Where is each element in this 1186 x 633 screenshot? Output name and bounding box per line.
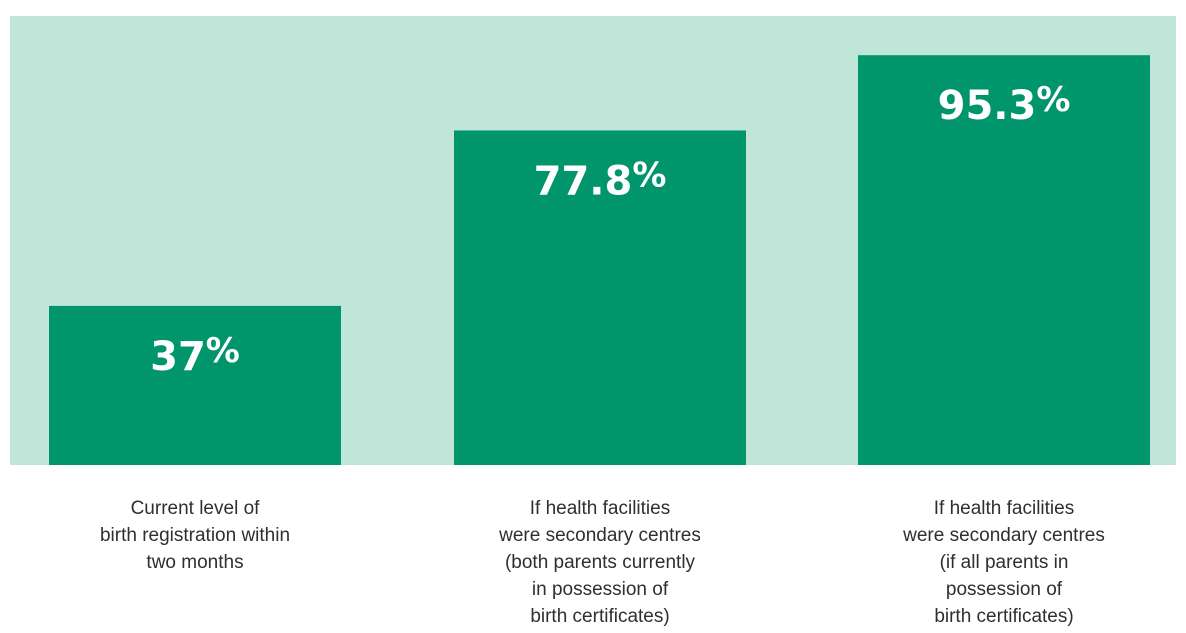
bar-value-percent-3: % — [1036, 80, 1070, 120]
category-label-3: If health facilities were secondary centr… — [902, 498, 1105, 627]
category-label-line: If health facilities — [934, 498, 1074, 519]
category-label-line: were secondary centres — [902, 525, 1105, 546]
category-label-line: in possession of — [532, 579, 669, 600]
category-label-line: two months — [146, 552, 243, 573]
bar-2 — [454, 130, 746, 465]
category-label-line: (if all parents in — [940, 552, 1069, 573]
bar-3 — [858, 55, 1150, 466]
category-labels-group: Current level of birth registration withi… — [100, 498, 1105, 627]
category-label-line: If health facilities — [530, 498, 670, 519]
bar-value-percent-1: % — [206, 331, 240, 371]
category-label-line: possession of — [946, 579, 1063, 600]
bar-value-label-1: 37% — [150, 331, 240, 380]
bar-value-percent-2: % — [632, 155, 666, 195]
bar-value-label-2: 77.8% — [534, 155, 667, 204]
category-label-1: Current level of birth registration withi… — [100, 498, 290, 573]
category-label-line: birth registration within — [100, 525, 290, 546]
bar-value-number-1: 37 — [150, 334, 206, 380]
category-label-line: birth certificates) — [530, 606, 669, 627]
bar-value-label-3: 95.3% — [938, 80, 1071, 129]
category-label-line: were secondary centres — [498, 525, 701, 546]
category-label-2: If health facilities were secondary centr… — [498, 498, 701, 627]
bars-group: 37%77.8%95.3% — [49, 55, 1150, 466]
category-label-line: (both parents currently — [505, 552, 696, 573]
category-label-line: birth certificates) — [934, 606, 1073, 627]
bar-value-number-2: 77.8 — [534, 158, 633, 204]
bar-1 — [49, 305, 341, 465]
bar-value-number-3: 95.3 — [938, 83, 1037, 129]
category-label-line: Current level of — [131, 498, 261, 519]
